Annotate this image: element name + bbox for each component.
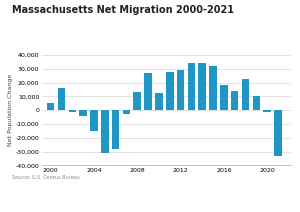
Bar [134,92,141,110]
Bar [231,91,238,110]
Bar [68,110,76,112]
Y-axis label: Net Population Change: Net Population Change [8,74,13,146]
Bar [144,73,152,110]
Bar [188,63,195,110]
Bar [242,78,249,110]
Bar [166,72,173,110]
Text: Massachusetts Net Migration 2000-2021: Massachusetts Net Migration 2000-2021 [12,5,234,15]
Bar [101,110,109,153]
Bar [58,88,65,110]
Bar [79,110,87,116]
Bar [177,70,184,110]
Bar [47,103,55,110]
Bar [209,66,217,110]
Bar [90,110,98,131]
Bar [198,63,206,110]
Text: Source: U.S. Census Bureau: Source: U.S. Census Bureau [12,175,80,180]
Text: @TaxFoundation: @TaxFoundation [238,199,291,204]
Bar [263,110,271,112]
Bar [112,110,119,149]
Bar [274,110,282,156]
Bar [253,96,260,110]
Bar [220,85,228,110]
Bar [123,110,130,114]
Text: TAX FOUNDATION: TAX FOUNDATION [9,197,86,206]
Bar [155,93,163,110]
